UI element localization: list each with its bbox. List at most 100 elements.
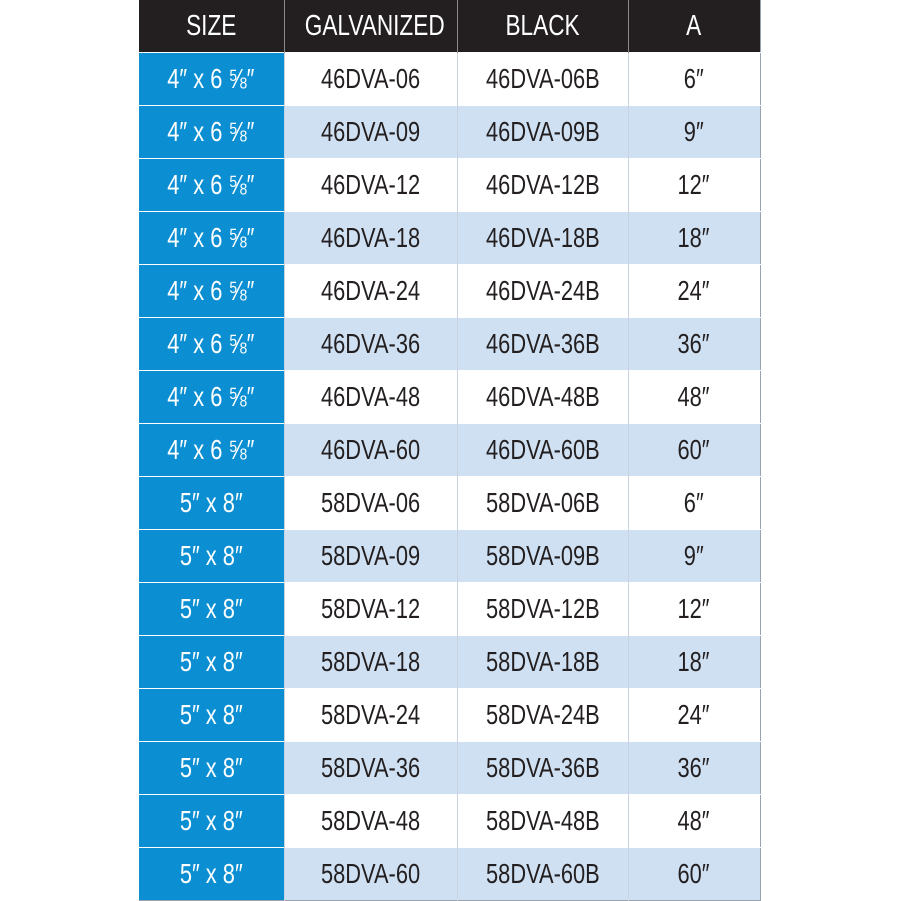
size-cell: 4″ x 6 ⅝″ bbox=[139, 211, 284, 265]
black-cell-text: 46DVA-06B bbox=[485, 63, 600, 94]
table-row: 5″ x 8″ 58DVA-06 58DVA-06B 6″ bbox=[139, 476, 760, 530]
a-cell: 6″ bbox=[627, 476, 760, 530]
size-cell-text: 4″ x 6 ⅝″ bbox=[167, 222, 255, 253]
header-black: BLACK bbox=[456, 0, 628, 53]
a-cell-text: 60″ bbox=[677, 858, 711, 889]
a-cell-text: 36″ bbox=[677, 752, 711, 783]
a-cell-text: 9″ bbox=[684, 116, 704, 147]
size-cell-text: 5″ x 8″ bbox=[179, 540, 243, 571]
black-cell-text: 46DVA-48B bbox=[485, 381, 600, 412]
black-cell: 58DVA-48B bbox=[456, 794, 628, 848]
black-cell: 46DVA-18B bbox=[456, 211, 628, 265]
galvanized-cell-text: 58DVA-24 bbox=[320, 699, 421, 730]
galvanized-cell: 58DVA-06 bbox=[283, 476, 457, 530]
black-cell-text: 46DVA-36B bbox=[485, 328, 600, 359]
galvanized-cell: 46DVA-60 bbox=[283, 423, 457, 477]
black-cell: 46DVA-12B bbox=[456, 158, 628, 212]
a-cell: 9″ bbox=[627, 105, 760, 159]
galvanized-cell-text: 46DVA-24 bbox=[320, 275, 421, 306]
size-cell-text: 4″ x 6 ⅝″ bbox=[167, 381, 255, 412]
size-cell-text: 5″ x 8″ bbox=[179, 646, 243, 677]
header-galvanized: GALVANIZED bbox=[283, 0, 457, 53]
a-cell: 60″ bbox=[627, 423, 760, 477]
table-row: 4″ x 6 ⅝″ 46DVA-09 46DVA-09B 9″ bbox=[139, 105, 760, 159]
a-cell: 12″ bbox=[627, 158, 760, 212]
black-cell-text: 58DVA-24B bbox=[485, 699, 600, 730]
size-cell-text: 4″ x 6 ⅝″ bbox=[167, 275, 255, 306]
black-cell-text: 58DVA-48B bbox=[485, 805, 600, 836]
table-row: 4″ x 6 ⅝″ 46DVA-36 46DVA-36B 36″ bbox=[139, 317, 760, 371]
galvanized-cell-text: 58DVA-36 bbox=[320, 752, 421, 783]
table-row: 5″ x 8″ 58DVA-36 58DVA-36B 36″ bbox=[139, 741, 760, 795]
a-cell: 36″ bbox=[627, 317, 760, 371]
a-cell: 24″ bbox=[627, 688, 760, 742]
a-cell-text: 9″ bbox=[684, 540, 704, 571]
black-cell: 58DVA-36B bbox=[456, 741, 628, 795]
size-cell-text: 5″ x 8″ bbox=[179, 858, 243, 889]
galvanized-cell-text: 46DVA-09 bbox=[320, 116, 421, 147]
a-cell: 18″ bbox=[627, 635, 760, 689]
table-row: 4″ x 6 ⅝″ 46DVA-12 46DVA-12B 12″ bbox=[139, 158, 760, 212]
galvanized-cell: 58DVA-60 bbox=[283, 847, 457, 901]
a-cell-text: 12″ bbox=[677, 169, 711, 200]
black-cell: 46DVA-48B bbox=[456, 370, 628, 424]
header-black-label: BLACK bbox=[505, 9, 580, 42]
black-cell: 58DVA-60B bbox=[456, 847, 628, 901]
a-cell-text: 60″ bbox=[677, 434, 711, 465]
galvanized-cell: 58DVA-48 bbox=[283, 794, 457, 848]
table-row: 4″ x 6 ⅝″ 46DVA-60 46DVA-60B 60″ bbox=[139, 423, 760, 477]
black-cell-text: 46DVA-18B bbox=[485, 222, 600, 253]
black-cell: 58DVA-12B bbox=[456, 582, 628, 636]
a-cell-text: 18″ bbox=[677, 646, 711, 677]
table-row: 4″ x 6 ⅝″ 46DVA-48 46DVA-48B 48″ bbox=[139, 370, 760, 424]
black-cell: 58DVA-18B bbox=[456, 635, 628, 689]
black-cell-text: 46DVA-60B bbox=[485, 434, 600, 465]
galvanized-cell-text: 58DVA-18 bbox=[320, 646, 421, 677]
black-cell-text: 58DVA-60B bbox=[485, 858, 600, 889]
a-cell-text: 6″ bbox=[684, 63, 704, 94]
black-cell-text: 58DVA-18B bbox=[485, 646, 600, 677]
a-cell-text: 24″ bbox=[677, 699, 711, 730]
black-cell: 46DVA-09B bbox=[456, 105, 628, 159]
galvanized-cell-text: 58DVA-06 bbox=[320, 487, 421, 518]
a-cell: 12″ bbox=[627, 582, 760, 636]
table-row: 5″ x 8″ 58DVA-24 58DVA-24B 24″ bbox=[139, 688, 760, 742]
table-row: 4″ x 6 ⅝″ 46DVA-06 46DVA-06B 6″ bbox=[139, 52, 760, 106]
size-cell: 4″ x 6 ⅝″ bbox=[139, 52, 284, 106]
table-row: 5″ x 8″ 58DVA-18 58DVA-18B 18″ bbox=[139, 635, 760, 689]
table-row: 5″ x 8″ 58DVA-09 58DVA-09B 9″ bbox=[139, 529, 760, 583]
galvanized-cell: 46DVA-48 bbox=[283, 370, 457, 424]
galvanized-cell-text: 46DVA-60 bbox=[320, 434, 421, 465]
size-cell-text: 5″ x 8″ bbox=[179, 805, 243, 836]
a-cell: 6″ bbox=[627, 52, 760, 106]
a-cell-text: 24″ bbox=[677, 275, 711, 306]
a-cell-text: 48″ bbox=[677, 805, 711, 836]
size-cell: 5″ x 8″ bbox=[139, 529, 284, 583]
galvanized-cell: 46DVA-09 bbox=[283, 105, 457, 159]
a-cell-text: 12″ bbox=[677, 593, 711, 624]
black-cell-text: 58DVA-06B bbox=[485, 487, 600, 518]
a-cell: 24″ bbox=[627, 264, 760, 318]
a-cell-text: 36″ bbox=[677, 328, 711, 359]
header-size-label: SIZE bbox=[186, 9, 237, 42]
black-cell-text: 46DVA-09B bbox=[485, 116, 600, 147]
black-cell: 46DVA-36B bbox=[456, 317, 628, 371]
black-cell-text: 46DVA-24B bbox=[485, 275, 600, 306]
size-cell: 5″ x 8″ bbox=[139, 635, 284, 689]
galvanized-cell-text: 58DVA-12 bbox=[320, 593, 421, 624]
size-cell: 5″ x 8″ bbox=[139, 476, 284, 530]
black-cell: 46DVA-24B bbox=[456, 264, 628, 318]
header-a-label: A bbox=[686, 9, 702, 42]
galvanized-cell: 46DVA-24 bbox=[283, 264, 457, 318]
size-cell: 5″ x 8″ bbox=[139, 741, 284, 795]
black-cell-text: 58DVA-36B bbox=[485, 752, 600, 783]
size-cell-text: 5″ x 8″ bbox=[179, 487, 243, 518]
a-cell-text: 6″ bbox=[684, 487, 704, 518]
galvanized-cell: 46DVA-12 bbox=[283, 158, 457, 212]
galvanized-cell-text: 46DVA-06 bbox=[320, 63, 421, 94]
black-cell: 46DVA-06B bbox=[456, 52, 628, 106]
galvanized-cell-text: 58DVA-09 bbox=[320, 540, 421, 571]
header-a: A bbox=[627, 0, 760, 53]
table-row: 5″ x 8″ 58DVA-48 58DVA-48B 48″ bbox=[139, 794, 760, 848]
size-cell: 5″ x 8″ bbox=[139, 794, 284, 848]
